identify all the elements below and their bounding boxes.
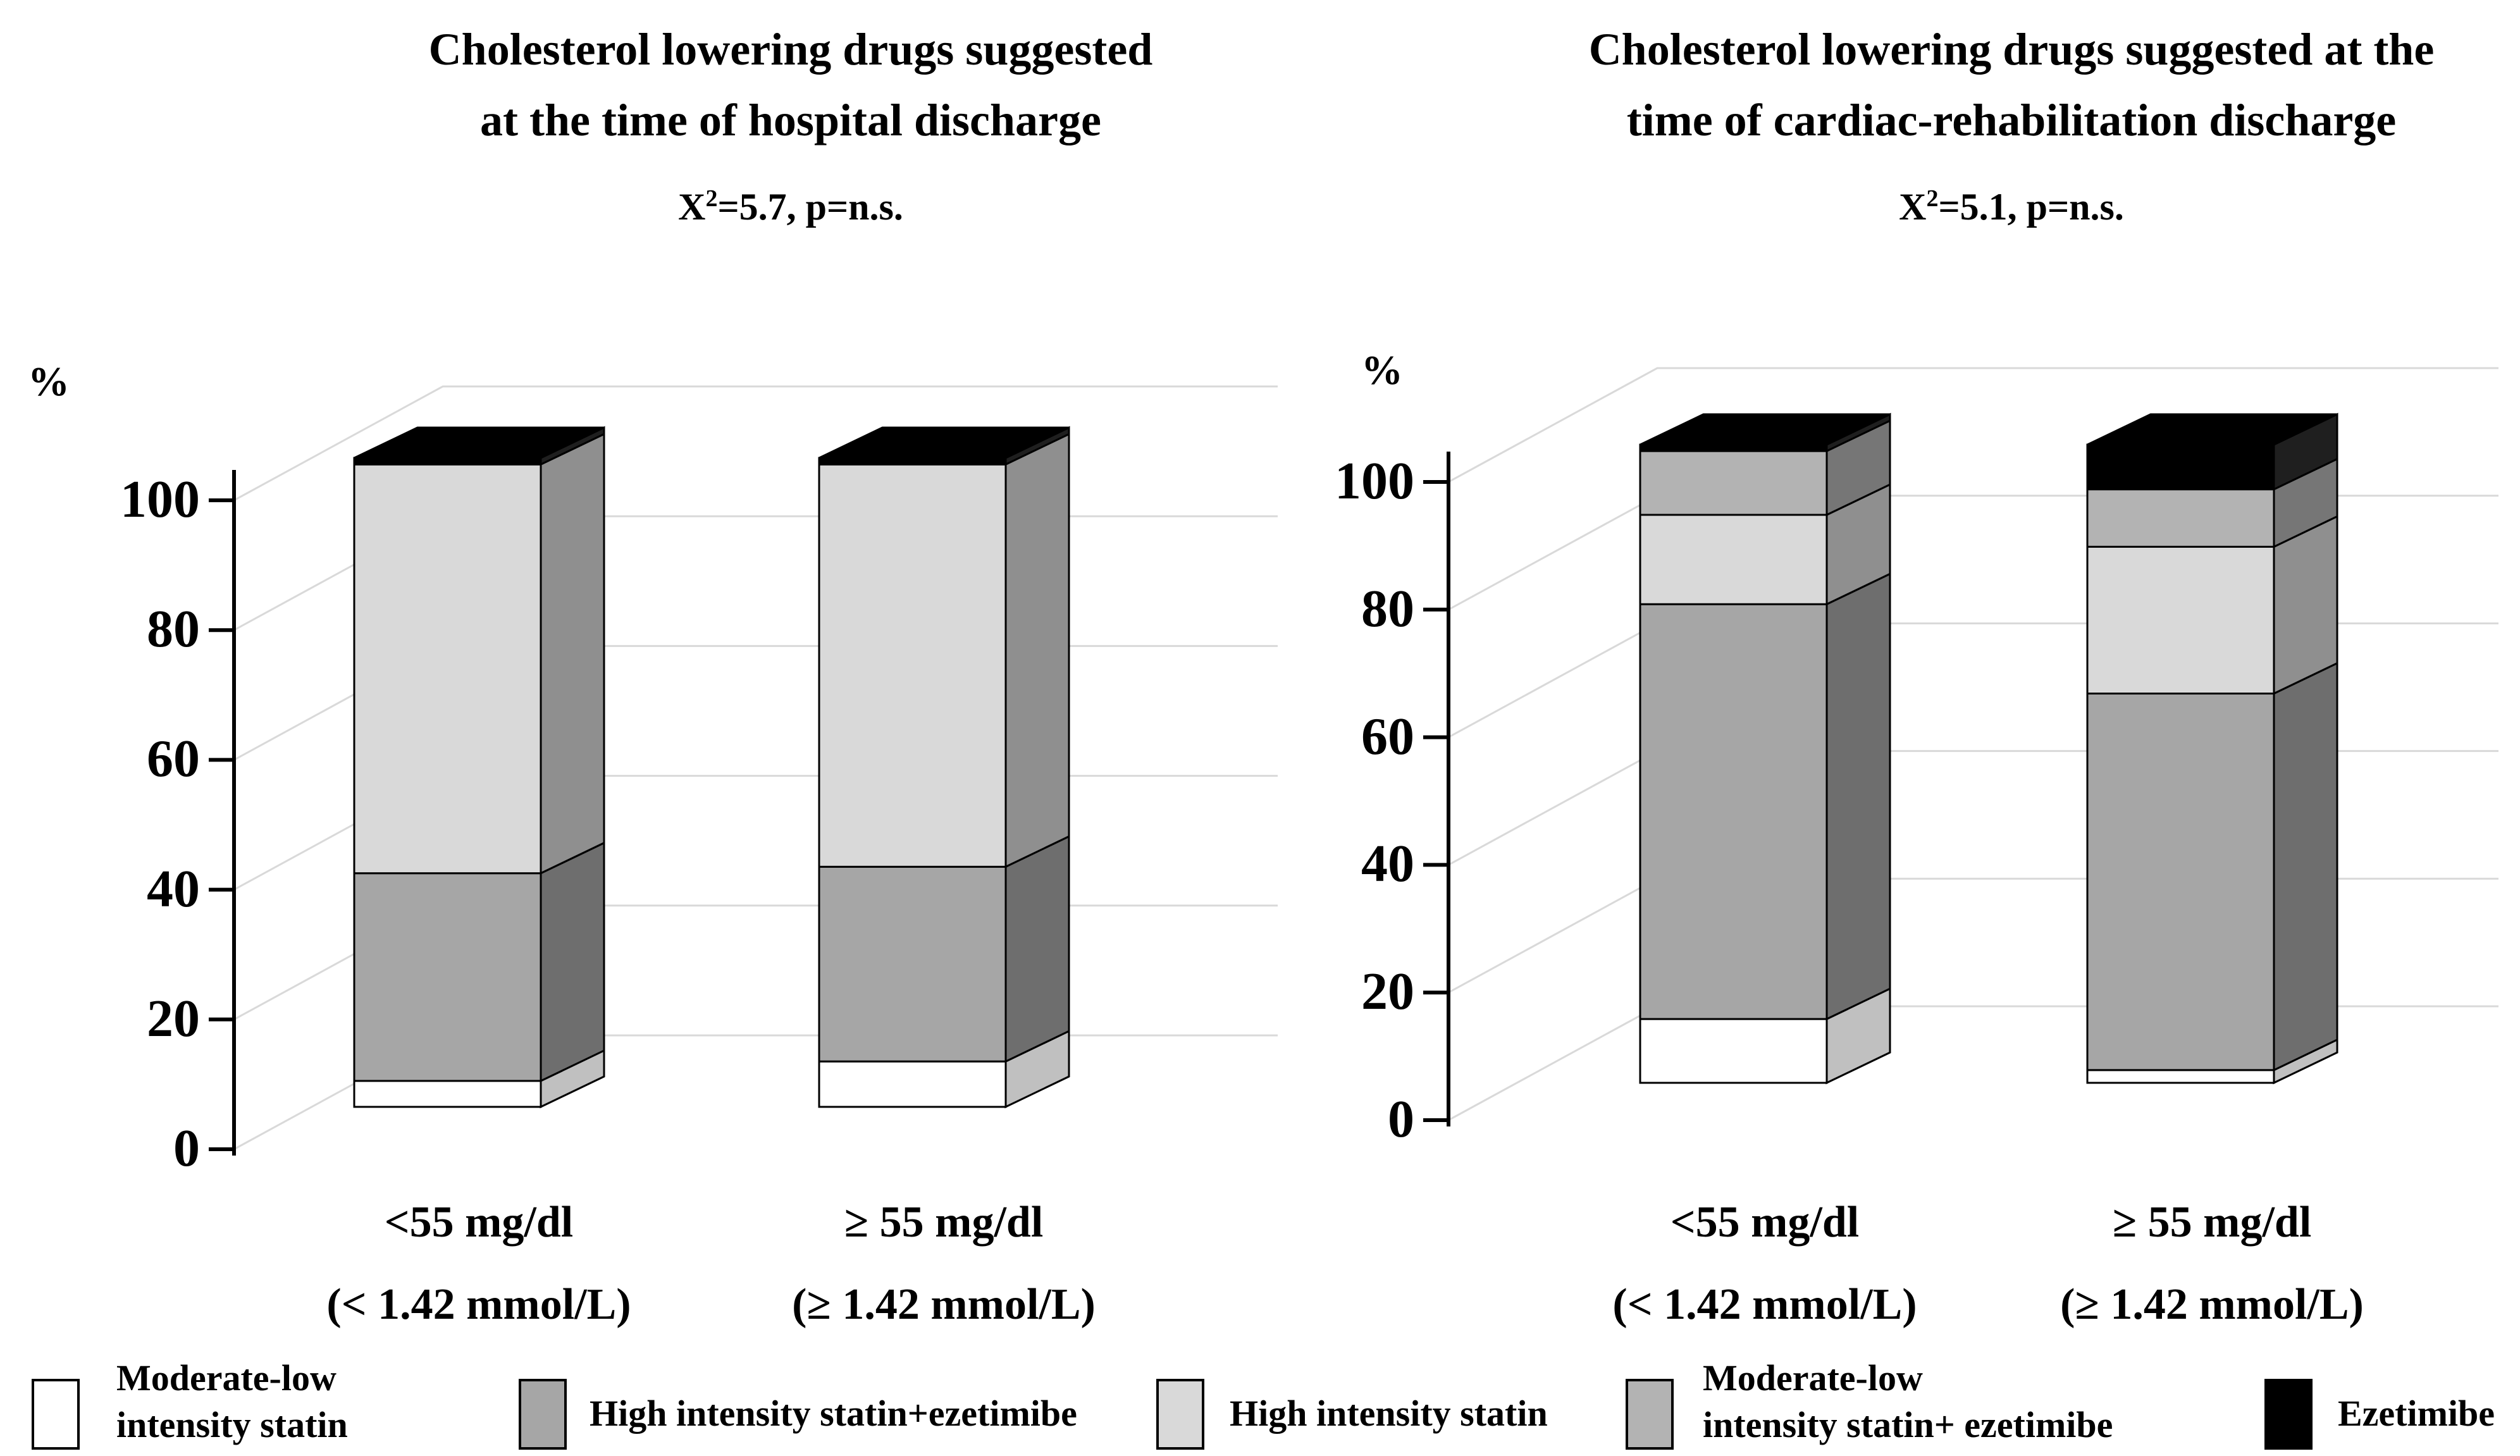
left-chart-chi-square: X2=5.7, p=n.s. — [240, 185, 1341, 229]
bar-segment — [1639, 450, 1828, 516]
y-tick-label: 100 — [120, 470, 200, 529]
bar-segment — [818, 1060, 1007, 1108]
chi-symbol: X — [678, 186, 706, 228]
y-tick-label: 0 — [173, 1119, 200, 1178]
bar-segment-side — [1825, 572, 1891, 1021]
bar-segment — [1639, 1018, 1828, 1084]
legend-label-line: High intensity statin+ezetimibe — [590, 1393, 1077, 1434]
right-category1-label: <55 mg/dl — [1670, 1198, 1860, 1247]
bar-segment — [1639, 443, 1828, 452]
y-tick-label: 40 — [147, 859, 200, 918]
y-tick-label: 20 — [147, 989, 200, 1048]
legend-swatch-high-statin — [1156, 1379, 1204, 1450]
legend-swatch-high-statin-ezetimibe — [519, 1379, 567, 1450]
gridline — [1448, 495, 2498, 611]
chi-exponent: 2 — [1926, 185, 1939, 212]
legend-label-line: intensity statin — [116, 1404, 348, 1445]
bar-segment — [818, 865, 1007, 1063]
y-tick-label: 100 — [1335, 452, 1414, 510]
bar-segment — [818, 457, 1007, 466]
legend-label-line: Ezetimibe — [2338, 1393, 2495, 1434]
y-tick-label: 40 — [1361, 834, 1414, 894]
bar-segment — [2086, 545, 2275, 695]
right-chart-title-line2: time of cardiac-rehabilitation discharge — [1626, 95, 2397, 145]
right-category2-label: ≥ 55 mg/dl — [2112, 1198, 2312, 1247]
bar-top-face — [354, 426, 605, 459]
bar-top-face — [1640, 413, 1891, 446]
left-chart-title: Cholesterol lowering drugs suggested at … — [240, 14, 1341, 156]
bar-top-face — [818, 426, 1070, 459]
chi-value: =5.7, p=n.s. — [717, 186, 903, 228]
bar-segment — [2086, 1069, 2275, 1084]
bar-segment — [353, 457, 542, 466]
bar-segment — [2086, 488, 2275, 548]
y-tick-label: 80 — [1361, 579, 1414, 638]
bar-segment — [2086, 693, 2275, 1071]
chi-symbol: X — [1899, 186, 1927, 228]
y-tick-label: 0 — [1388, 1090, 1414, 1149]
right-chart-title-line1: Cholesterol lowering drugs suggested at … — [1588, 24, 2435, 75]
left-category1-label: <55 mg/dl — [384, 1198, 574, 1247]
legend-label-line: Moderate-low — [116, 1357, 337, 1398]
legend-label-moderate-low-statin-ezetimibe: Moderate-low intensity statin+ ezetimibe — [1703, 1355, 2113, 1448]
left-category2-sublabel: (≥ 1.42 mmol/L) — [792, 1280, 1096, 1329]
gridline — [1448, 877, 2498, 994]
gridline — [1448, 750, 2498, 866]
legend-swatch-moderate-low-statin-ezetimibe — [1626, 1379, 1674, 1450]
gridline — [233, 385, 1278, 502]
left-chart-title-line2: at the time of hospital discharge — [480, 95, 1101, 145]
bar-top-face — [2087, 413, 2338, 446]
right-y-axis-unit-label: % — [1361, 347, 1403, 393]
right-chart-chi-square: X2=5.1, p=n.s. — [1518, 185, 2505, 229]
y-tick-label: 60 — [147, 729, 200, 789]
legend-label-high-statin: High intensity statin — [1230, 1390, 1548, 1437]
bar-segment — [353, 463, 542, 875]
y-tick-label: 80 — [147, 600, 200, 659]
bar-segment — [353, 1080, 542, 1108]
right-category2-sublabel: (≥ 1.42 mmol/L) — [2060, 1280, 2364, 1329]
left-category2-label: ≥ 55 mg/dl — [844, 1198, 1044, 1247]
legend-label-high-statin-ezetimibe: High intensity statin+ezetimibe — [590, 1390, 1077, 1437]
bar-segment — [353, 872, 542, 1082]
legend-swatch-ezetimibe — [2264, 1379, 2313, 1450]
legend-label-line: intensity statin+ ezetimibe — [1703, 1404, 2113, 1445]
bar-segment-side — [1004, 834, 1070, 1063]
left-category1-sublabel: (< 1.42 mmol/L) — [326, 1280, 631, 1329]
bar-segment-side — [540, 841, 605, 1083]
bar-segment-side — [2273, 662, 2338, 1072]
legend-label-line: Moderate-low — [1703, 1357, 1923, 1398]
legend-swatch-moderate-low-statin — [32, 1379, 80, 1450]
gridline — [1448, 1005, 2498, 1121]
right-chart-title: Cholesterol lowering drugs suggested at … — [1518, 14, 2505, 156]
right-category1-sublabel: (< 1.42 mmol/L) — [1612, 1280, 1917, 1329]
chi-exponent: 2 — [705, 185, 718, 212]
bar-segment — [818, 463, 1007, 868]
bar-segment — [1639, 603, 1828, 1020]
legend-label-moderate-low-statin: Moderate-low intensity statin — [116, 1355, 348, 1448]
chi-value: =5.1, p=n.s. — [1938, 186, 2124, 228]
bar-segment-side — [540, 432, 605, 875]
bar-segment — [2086, 443, 2275, 491]
gridline — [1448, 622, 2498, 738]
legend-label-line: High intensity statin — [1230, 1393, 1548, 1434]
legend-label-ezetimibe: Ezetimibe — [2338, 1390, 2495, 1437]
y-tick-label: 20 — [1361, 962, 1414, 1021]
left-y-axis-unit-label: % — [28, 359, 70, 405]
y-tick-label: 60 — [1361, 706, 1414, 766]
left-chart-title-line1: Cholesterol lowering drugs suggested — [428, 24, 1153, 75]
bar-segment-side — [1004, 432, 1070, 868]
bar-segment — [1639, 514, 1828, 605]
gridline — [1448, 367, 2498, 483]
